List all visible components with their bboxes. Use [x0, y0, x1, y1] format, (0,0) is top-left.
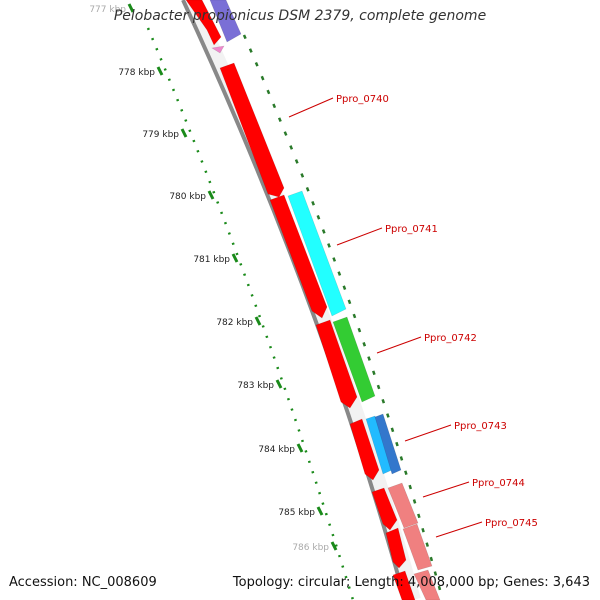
gene-label-leader [435, 521, 483, 538]
ruler-tick-mark [127, 3, 135, 13]
genome-summary-text: Topology: circular; Length: 4,008,000 bp… [232, 575, 590, 590]
gene-label-leader [404, 424, 452, 442]
ruler-tick-label: 781 kbp [193, 255, 230, 265]
ruler-tick-label: 784 kbp [258, 445, 295, 455]
gene-arrow-ppro-0744 [371, 487, 398, 531]
feature-block-top [209, 0, 242, 43]
feature-block-ppro-0741 [287, 190, 347, 317]
accession-text: Accession: NC_008609 [9, 575, 157, 590]
gene-label-leader [336, 227, 383, 246]
feature-block-ppro-0742 [332, 316, 376, 403]
gene-label: Ppro_0740 [336, 94, 389, 105]
ruler-tick-mark [207, 190, 215, 200]
small-marker-top [211, 45, 225, 54]
feature-block-bottom [413, 569, 441, 600]
gene-label: Ppro_0744 [472, 478, 525, 489]
gene-arrow-bottom [392, 570, 416, 600]
feature-block-ppro-0745 [402, 523, 433, 571]
feature-block-ppro-0744 [387, 482, 419, 529]
gene-label: Ppro_0742 [424, 333, 477, 344]
ruler-tick-mark [330, 541, 338, 551]
ruler-tick-label: 779 kbp [142, 130, 179, 140]
ruler-tick-mark [254, 316, 262, 326]
ruler-tick-mark [156, 66, 164, 76]
gene-arrow-ppro-0741 [269, 194, 328, 319]
gene-arrow-ppro-0745 [385, 527, 407, 569]
feature-block-ppro-0743-b [374, 413, 402, 475]
ruler-tick-mark [231, 253, 239, 263]
gene-label-leader [376, 336, 422, 354]
feature-tracks [185, 0, 442, 600]
ruler-tick-label: 782 kbp [216, 318, 253, 328]
ruler-tick-label: 780 kbp [169, 192, 206, 202]
ruler-tick-label: 783 kbp [237, 381, 274, 391]
ruler-tick-mark [180, 128, 188, 138]
gene-arrow-ppro-0740 [219, 62, 285, 198]
position-ruler: 777 kbp 778 kbp 779 kbp 780 kbp 781 kbp 782 k… [89, 3, 355, 600]
ruler-tick-label: 778 kbp [118, 68, 155, 78]
ruler-tick-label: 785 kbp [278, 508, 315, 518]
gene-arrow-ppro-0742 [315, 319, 358, 409]
gene-label: Ppro_0745 [485, 518, 538, 529]
ruler-tick-mark [296, 443, 304, 453]
gene-arrow-top [185, 0, 222, 46]
ruler-tick-mark [316, 506, 324, 516]
gene-label-leader [422, 481, 470, 498]
gene-label-leader [288, 97, 334, 118]
gene-label: Ppro_0741 [385, 224, 438, 235]
gene-label: Ppro_0743 [454, 421, 507, 432]
ruler-tick-label: 786 kbp [292, 543, 329, 553]
gene-labels: Ppro_0740 Ppro_0741 Ppro_0742 Ppro_0743 Ppro… [288, 94, 538, 538]
genome-title: Pelobacter propionicus DSM 2379, complet… [113, 8, 487, 24]
gene-arrow-ppro-0743 [349, 418, 380, 481]
ruler-tick-label: 777 kbp [89, 5, 126, 15]
ruler-tick-mark [275, 379, 283, 389]
